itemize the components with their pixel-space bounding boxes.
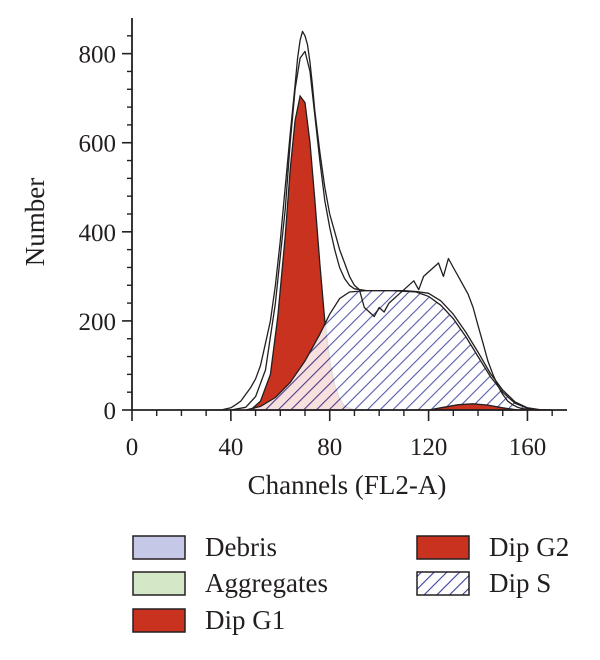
y-tick-label: 0 — [104, 398, 117, 425]
y-axis-title: Number — [20, 178, 50, 266]
y-tick-label: 400 — [79, 220, 117, 247]
y-ticks: 0 200 400 600 800 — [79, 35, 132, 425]
line-raw-data-trace — [206, 30, 553, 411]
x-tick-label: 80 — [317, 434, 342, 461]
legend-label-debris: Debris — [205, 532, 277, 562]
legend-swatch-aggregates — [132, 571, 186, 596]
legend-label-dip-g2: Dip G2 — [489, 532, 569, 562]
x-tick-label: 120 — [410, 434, 448, 461]
x-tick-label: 160 — [509, 434, 547, 461]
y-tick-label: 600 — [79, 131, 117, 158]
x-ticks: 0 40 80 120 160 — [126, 410, 553, 461]
legend-swatch-dip-g1 — [132, 608, 186, 633]
legend-label-dip-g1: Dip G1 — [205, 605, 285, 635]
x-tick-label: 40 — [218, 434, 243, 461]
y-tick-label: 800 — [79, 42, 117, 69]
line-fitted-model-envelope — [230, 50, 553, 411]
x-tick-label: 0 — [126, 434, 139, 461]
legend: Debris Aggregates Dip G1 Dip G2 Dip S — [132, 532, 569, 635]
legend-swatch-debris — [132, 535, 186, 560]
x-axis-title: Channels (FL2-A) — [248, 470, 447, 500]
plot-area — [206, 30, 553, 411]
trace-layer — [206, 30, 553, 411]
axes: 0 200 400 600 800 0 40 80 120 160 — [79, 18, 567, 461]
legend-label-aggregates: Aggregates — [205, 568, 328, 598]
legend-swatch-dip-g2 — [416, 535, 470, 560]
legend-label-dip-s: Dip S — [489, 568, 551, 598]
y-tick-label: 200 — [79, 309, 117, 336]
legend-swatch-dip-s — [416, 571, 470, 596]
